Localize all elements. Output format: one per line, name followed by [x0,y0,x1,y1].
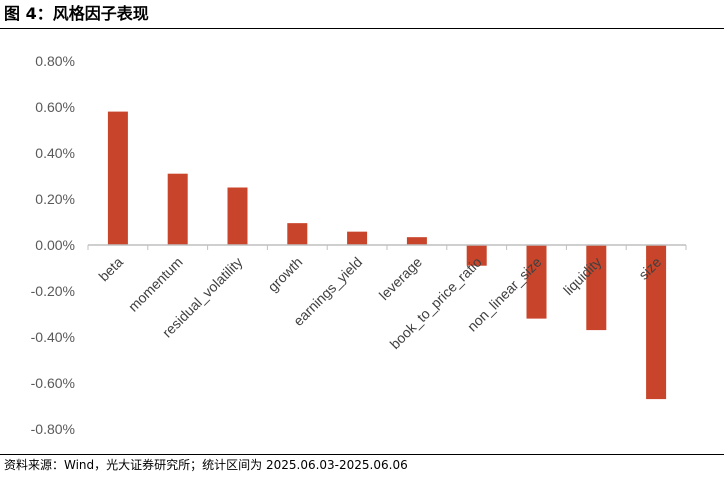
bar-book-to-price-ratio [466,245,487,266]
x-category-label: leverage [376,254,425,303]
figure-title: 图 4：风格因子表现 [4,4,149,23]
y-tick-label: 0.00% [35,237,75,253]
y-tick-label: -0.60% [31,375,75,391]
title-rule [0,28,724,29]
bar-momentum [167,173,188,245]
x-axis-tick-marks [87,245,687,250]
bar-liquidity [586,245,607,331]
bar-residual-volatility [227,187,248,245]
bar-non-linear-size [526,245,547,319]
y-tick-label: 0.40% [35,145,75,161]
bar-size [646,245,667,400]
y-tick-label: -0.20% [31,283,75,299]
y-axis-ticks: 0.80% 0.60% 0.40% 0.20% 0.00% -0.20% -0.40% -0.… [31,53,75,437]
x-category-label: growth [264,254,305,295]
bar-growth [287,223,308,245]
y-tick-label: 0.80% [35,53,75,69]
source-rule [0,454,724,455]
bar-chart: 0.80% 0.60% 0.40% 0.20% 0.00% -0.20% -0.40% -0.… [31,53,687,437]
y-tick-label: -0.80% [31,421,75,437]
bar-earnings-yield [347,231,368,245]
bars [107,111,667,400]
bar-leverage [406,237,427,245]
x-category-label: momentum [125,254,186,315]
y-tick-label: 0.60% [35,99,75,115]
y-tick-label: -0.40% [31,329,75,345]
source-note: 资料来源：Wind，光大证券研究所；统计区间为 2025.06.03-2025.… [4,458,408,472]
x-category-label: beta [95,254,126,285]
y-tick-label: 0.20% [35,191,75,207]
bar-beta [107,111,128,245]
